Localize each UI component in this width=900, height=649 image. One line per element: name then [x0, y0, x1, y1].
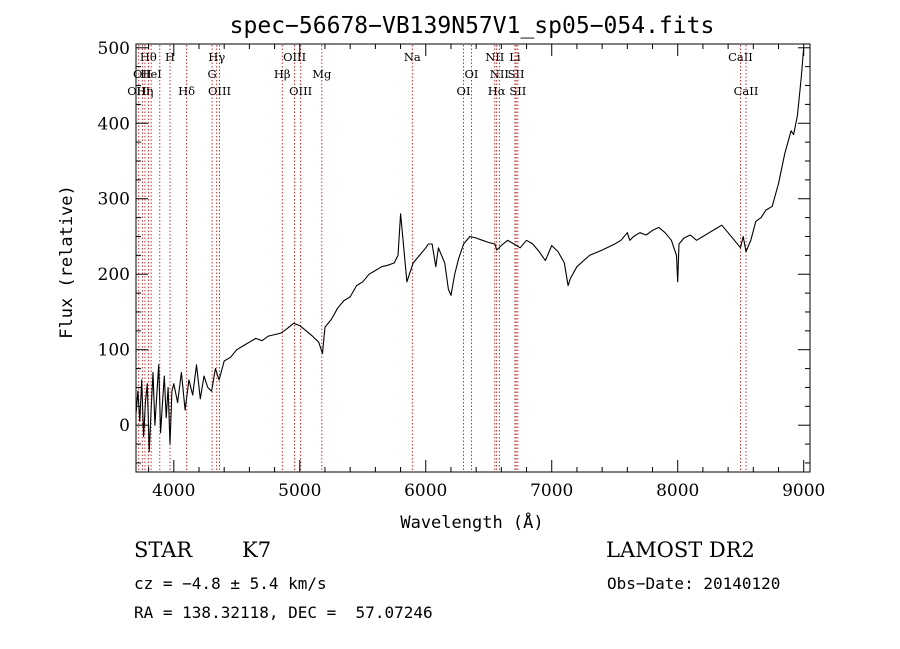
line-label-16: OI: [457, 84, 471, 98]
observation-date: Obs−Date: 20140120: [607, 574, 781, 593]
y-tick-label-3: 300: [98, 190, 130, 210]
line-label-20: NII: [490, 67, 509, 81]
x-tick-label-1: 5000: [278, 481, 321, 501]
line-label-25: CaII: [734, 84, 759, 98]
y-tick-label-2: 200: [98, 265, 130, 285]
spectrum-series-0: [135, 47, 805, 453]
x-tick-label-4: 8000: [656, 481, 699, 501]
line-label-6: H: [165, 50, 175, 64]
line-label-22: SII: [508, 67, 525, 81]
y-tick-label-4: 400: [98, 114, 130, 134]
line-label-17: OI: [464, 67, 478, 81]
line-label-12: OIII: [283, 50, 306, 64]
series-layer: [135, 47, 805, 453]
coordinates: RA = 138.32118, DEC = 57.07246: [134, 603, 433, 622]
y-tick-label-0: 0: [119, 416, 130, 436]
line-label-23: SII: [509, 84, 526, 98]
line-label-13: OIII: [289, 84, 312, 98]
line-label-15: Na: [404, 50, 421, 64]
line-label-14: Mg: [312, 67, 332, 81]
line-label-4: HeI: [140, 67, 161, 81]
y-tick-label-1: 100: [98, 341, 130, 361]
line-label-9: Hγ: [208, 50, 225, 64]
line-label-18: NII: [485, 50, 504, 64]
line-label-19: Hα: [488, 84, 506, 98]
line-label-0: OIII: [127, 84, 150, 98]
y-axis-label: Flux (relative): [57, 185, 77, 339]
line-label-7: Hδ: [178, 84, 195, 98]
line-label-3: Hθ: [140, 50, 157, 64]
line-label-21: Li: [509, 50, 521, 64]
x-tick-label-5: 9000: [782, 481, 825, 501]
line-label-10: OIII: [208, 84, 231, 98]
plot-frame: [135, 43, 811, 473]
x-tick-label-3: 7000: [530, 481, 573, 501]
line-label-2: Hη: [136, 84, 153, 98]
line-label-11: Hβ: [274, 67, 291, 81]
spectral-line-markers: OIIIOIIHηHθHeIHHδGHγOIIIHβOIIIOIIIMgNaOI…: [127, 45, 758, 471]
line-label-8: G: [207, 67, 216, 81]
object-subclass: K7: [242, 538, 272, 562]
x-axis-label: Wavelength (Å): [400, 511, 543, 533]
x-tick-label-0: 4000: [152, 481, 195, 501]
y-tick-label-5: 500: [98, 39, 130, 59]
chart-title: spec−56678−VB139N57V1_sp05−054.fits: [230, 13, 715, 39]
survey-name: LAMOST DR2: [606, 538, 755, 562]
axis-ticks: 4000 5000 6000 7000 8000 9000 0 100 200 300 400 500: [98, 39, 826, 501]
line-label-1: OII: [133, 67, 152, 81]
x-tick-label-2: 6000: [404, 481, 447, 501]
line-label-24: CaII: [728, 50, 753, 64]
object-class: STAR: [134, 538, 193, 562]
redshift-value: cz = −4.8 ± 5.4 km/s: [134, 574, 327, 593]
